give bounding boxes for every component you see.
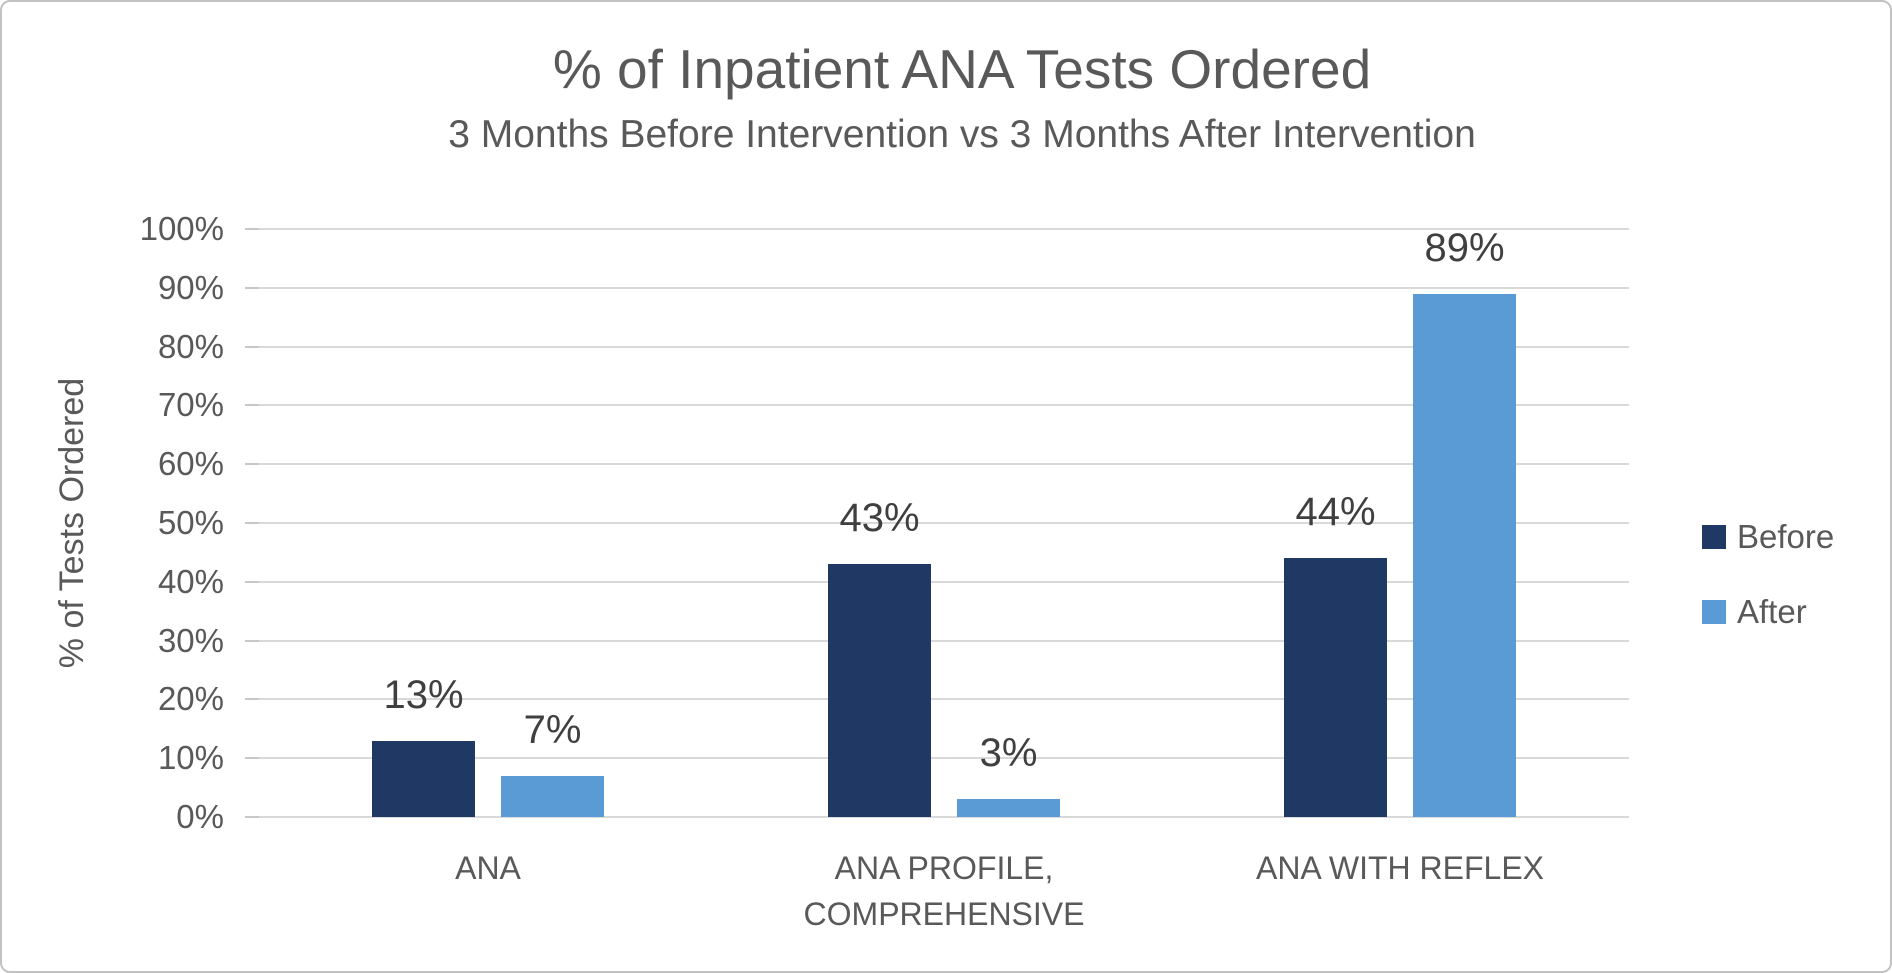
y-tick-label-60: 60% (157, 445, 224, 483)
legend-swatch-after (1702, 600, 1726, 624)
data-label-after-ana-with-reflex: 89% (1424, 225, 1505, 270)
chart-title: % of Inpatient ANA Tests Ordered (552, 38, 1372, 100)
category-label-ana-profile-comprehensive: ANA PROFILE, COMPREHENSIVE (803, 850, 1085, 932)
data-label-after-ana: 7% (523, 707, 582, 752)
y-axis-tick-60 (245, 463, 259, 466)
gridline-60 (259, 463, 1629, 466)
y-tick-label-100: 100% (139, 210, 224, 247)
y-tick-label-30: 30% (157, 621, 224, 659)
y-tick-label-90: 90% (157, 268, 224, 306)
bar-before-ana-with-reflex (1284, 558, 1387, 817)
data-label-after-ana-profile-comprehensive: 3% (979, 731, 1038, 776)
category-label-ana-with-reflex: ANA WITH REFLEX (1255, 850, 1545, 886)
gridline-10 (259, 757, 1629, 760)
data-label-before-ana-profile-comprehensive: 43% (839, 496, 920, 541)
bar-after-ana-profile-comprehensive (957, 799, 1060, 817)
y-axis-tick-20 (245, 698, 259, 701)
y-axis-tick-100 (245, 228, 259, 230)
y-axis-tick-30 (245, 639, 259, 642)
y-tick-label-10: 10% (157, 739, 224, 777)
category-label-ana: ANA (455, 850, 521, 886)
chart-subtitle: 3 Months Before Intervention vs 3 Months… (448, 113, 1476, 156)
y-tick-label-0: 0% (176, 798, 224, 835)
y-tick-label-50: 50% (157, 504, 224, 541)
gridline-0 (259, 816, 1629, 818)
legend-label-after: After (1737, 593, 1807, 630)
gridline-90 (259, 286, 1629, 289)
bar-after-ana-with-reflex (1413, 293, 1516, 817)
legend-swatch-before (1702, 525, 1726, 549)
y-axis-tick-0 (245, 816, 259, 818)
bar-before-ana-profile-comprehensive (828, 564, 931, 817)
data-label-before-ana-with-reflex: 44% (1295, 490, 1376, 535)
gridline-70 (259, 404, 1629, 407)
y-tick-label-70: 70% (157, 386, 224, 424)
legend-label-before: Before (1737, 518, 1835, 555)
y-tick-label-80: 80% (157, 327, 224, 365)
y-tick-label-40: 40% (157, 562, 224, 600)
y-tick-label-20: 20% (157, 680, 224, 718)
y-axis-tick-70 (245, 404, 259, 407)
y-axis-tick-50 (245, 522, 259, 524)
gridline-50 (259, 522, 1629, 524)
legend-item-after: After (1702, 593, 1807, 630)
y-axis-tick-80 (245, 345, 259, 348)
gridline-40 (259, 580, 1629, 583)
bar-before-ana (372, 740, 475, 817)
gridline-30 (259, 639, 1629, 642)
y-axis-tick-90 (245, 286, 259, 289)
legend-item-before: Before (1702, 518, 1835, 555)
gridline-100 (259, 228, 1629, 230)
bar-after-ana (501, 775, 604, 817)
data-label-before-ana: 13% (383, 672, 464, 717)
gridline-80 (259, 345, 1629, 348)
y-axis-tick-10 (245, 757, 259, 760)
y-axis-tick-40 (245, 580, 259, 583)
gridline-20 (259, 698, 1629, 701)
